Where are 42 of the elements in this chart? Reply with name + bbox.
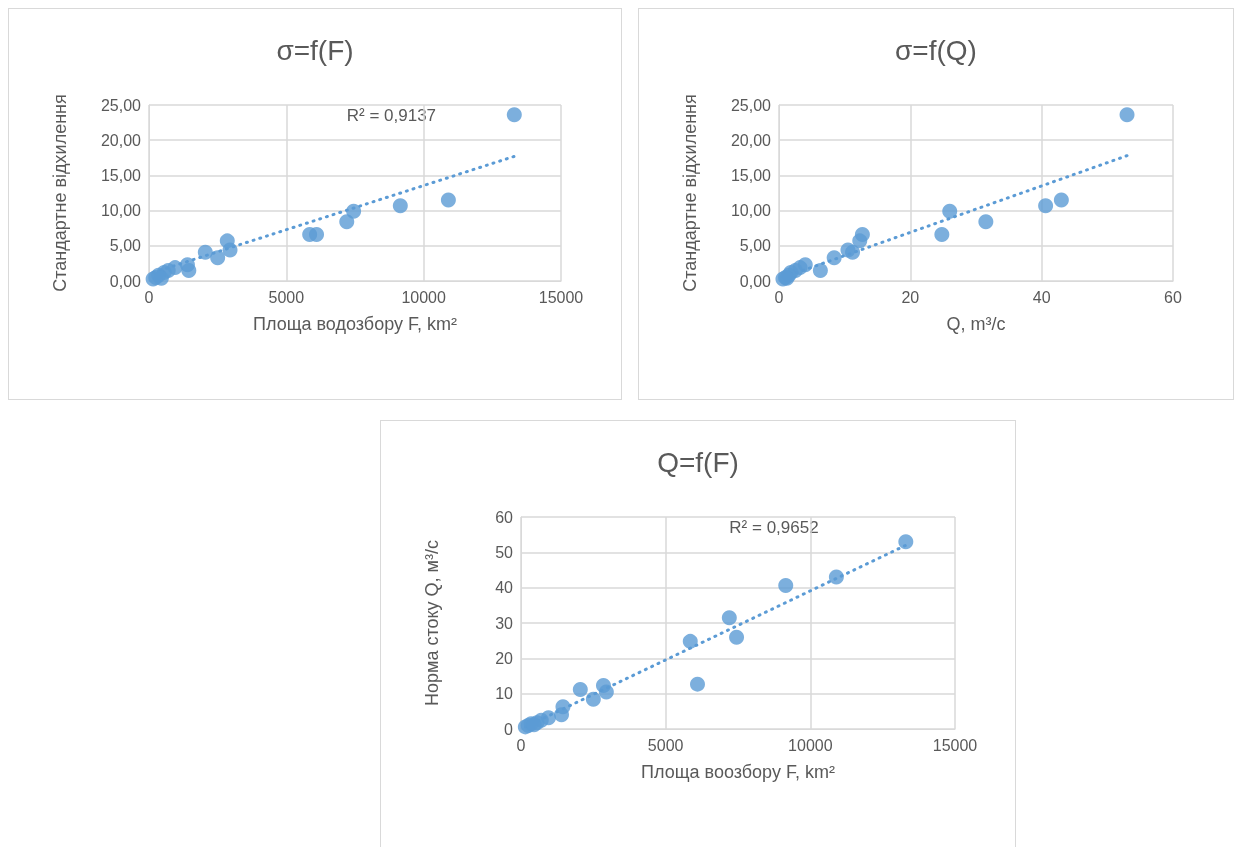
x-tick-label: 60	[1164, 288, 1182, 306]
y-tick-label: 0,00	[109, 272, 142, 290]
y-tick-label: 50	[495, 543, 514, 561]
y-tick-label: 10	[495, 685, 514, 703]
y-tick-label: 15,00	[730, 166, 772, 184]
y-tick-label: 10,00	[730, 202, 772, 220]
y-axis-title: Стандартне відхилення	[680, 94, 700, 292]
x-tick-label: 5000	[268, 288, 305, 306]
x-axis-title: Площа воозбору F, km²	[641, 762, 835, 782]
y-tick-label: 5,00	[109, 237, 142, 255]
y-tick-label: 60	[495, 508, 514, 526]
y-tick-label: 15,00	[100, 166, 142, 184]
x-tick-label: 20	[901, 288, 920, 306]
annotation: R² = 0,9652	[729, 518, 819, 537]
chart-title: Q=f(F)	[657, 446, 739, 478]
y-tick-label: 20	[495, 649, 514, 667]
annotation: R² = 0,9137	[346, 106, 437, 125]
x-tick-label: 0	[774, 288, 784, 306]
x-tick-label: 10000	[401, 288, 447, 306]
x-tick-label: 0	[516, 736, 526, 754]
x-tick-label: 15000	[932, 736, 978, 754]
y-tick-label: 25,00	[100, 96, 142, 114]
y-tick-label: 20,00	[730, 131, 772, 149]
x-tick-label: 10000	[788, 736, 833, 754]
y-axis-title: Стандартне відхилення	[50, 94, 70, 292]
y-tick-label: 30	[495, 614, 514, 632]
x-tick-label: 40	[1032, 288, 1051, 306]
y-tick-label: 20,00	[100, 131, 142, 149]
y-tick-label: 0,00	[739, 272, 772, 290]
x-tick-label: 15000	[538, 288, 584, 306]
y-tick-label: 5,00	[739, 237, 772, 255]
x-tick-label: 0	[144, 288, 154, 306]
x-axis-title: Q, m³/c	[946, 314, 1006, 334]
y-tick-label: 0	[504, 720, 514, 738]
y-tick-label: 25,00	[730, 96, 772, 114]
chart-title: σ=f(F)	[276, 34, 354, 66]
x-tick-label: 5000	[647, 736, 684, 754]
y-tick-label: 10,00	[100, 202, 142, 220]
y-axis-title: Норма стоку Q, м³/с	[422, 540, 442, 706]
y-tick-label: 40	[495, 579, 514, 597]
chart-title: σ=f(Q)	[895, 34, 977, 66]
x-axis-title: Площа водозбору F, km²	[253, 314, 457, 334]
